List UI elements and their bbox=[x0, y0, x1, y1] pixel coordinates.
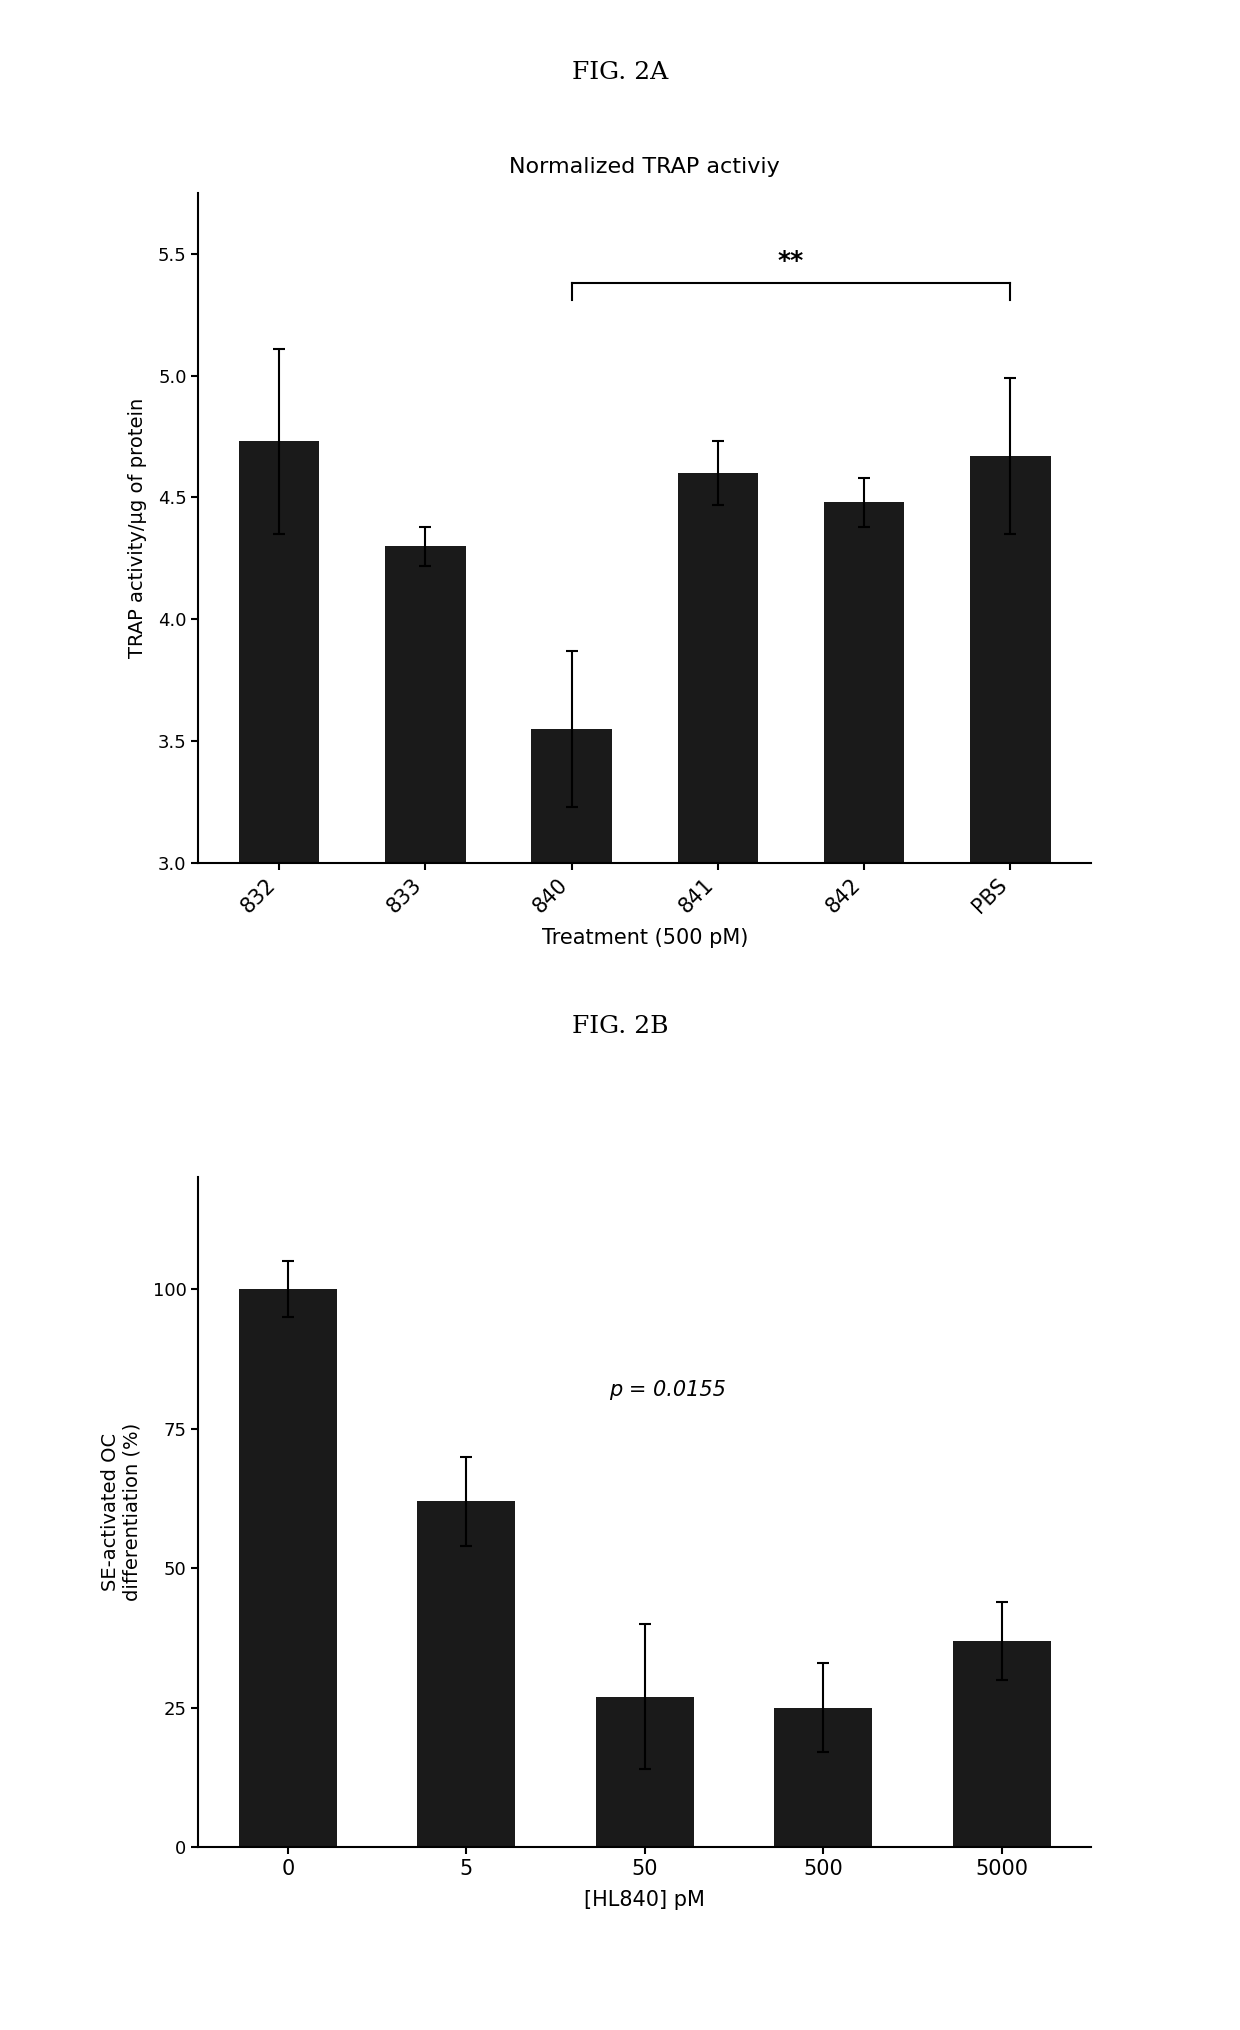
Text: FIG. 2B: FIG. 2B bbox=[572, 1015, 668, 1037]
Text: p = 0.0155: p = 0.0155 bbox=[609, 1380, 725, 1399]
Bar bbox=[239, 441, 320, 1594]
X-axis label: Treatment (500 pM): Treatment (500 pM) bbox=[542, 928, 748, 948]
Bar bbox=[386, 546, 466, 1594]
Bar bbox=[418, 1502, 516, 1847]
Bar bbox=[774, 1707, 872, 1847]
Y-axis label: TRAP activity/µg of protein: TRAP activity/µg of protein bbox=[128, 398, 146, 658]
Bar bbox=[239, 1289, 337, 1847]
X-axis label: [HL840] pM: [HL840] pM bbox=[584, 1890, 706, 1910]
Bar bbox=[970, 457, 1050, 1594]
Bar bbox=[532, 729, 611, 1594]
Text: **: ** bbox=[777, 250, 805, 274]
Text: FIG. 2A: FIG. 2A bbox=[572, 61, 668, 83]
Y-axis label: SE-activated OC
differentiation (%): SE-activated OC differentiation (%) bbox=[100, 1423, 141, 1602]
Bar bbox=[823, 501, 904, 1594]
Title: Normalized TRAP activiy: Normalized TRAP activiy bbox=[510, 158, 780, 177]
Bar bbox=[952, 1640, 1050, 1847]
Bar bbox=[595, 1697, 694, 1847]
Bar bbox=[678, 473, 758, 1594]
